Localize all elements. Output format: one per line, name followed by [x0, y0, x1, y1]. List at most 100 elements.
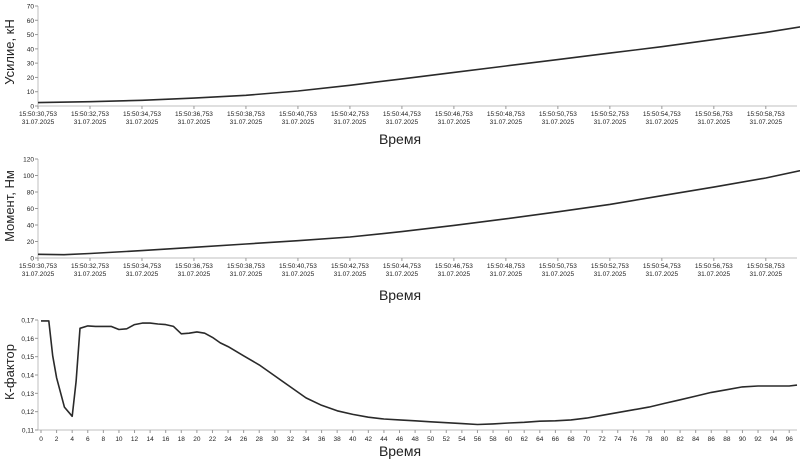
- torque-x-tick-time: 15:50:30,753: [19, 263, 57, 270]
- force-y-tick-label: 20: [27, 75, 35, 82]
- torque-x-tick-time: 15:50:34,753: [123, 263, 161, 270]
- force-y-tick-label: 50: [27, 32, 35, 39]
- torque-x-tick-date: 31.07.2025: [126, 271, 159, 278]
- k-factor-x-tick-label: 0: [39, 436, 43, 443]
- k-factor-y-axis-label: К-фактор: [2, 344, 17, 400]
- force-x-tick-date: 31.07.2025: [74, 119, 107, 126]
- force-x-tick-date: 31.07.2025: [698, 119, 731, 126]
- torque-x-tick-time: 15:50:52,753: [591, 263, 629, 270]
- torque-series-line: [37, 169, 800, 256]
- k-factor-x-tick-label: 74: [614, 436, 622, 443]
- k-factor-x-tick-label: 68: [567, 436, 575, 443]
- k-factor-x-tick-label: 48: [411, 436, 419, 443]
- force-y-axis-label: Усилие, кН: [2, 19, 17, 85]
- k-factor-y-tick-label: 0,12: [21, 409, 34, 416]
- torque-x-tick-time: 15:50:54,753: [643, 263, 681, 270]
- torque-x-axis-label: Время: [379, 287, 421, 303]
- torque-x-tick-time: 15:50:32,753: [71, 263, 109, 270]
- torque-x-tick-date: 31.07.2025: [698, 271, 731, 278]
- torque-y-tick-label: 80: [27, 190, 35, 197]
- force-x-tick-time: 15:50:36,753: [175, 111, 213, 118]
- k-factor-x-tick-label: 82: [676, 436, 684, 443]
- k-factor-x-tick-label: 90: [739, 436, 747, 443]
- torque-x-tick-date: 31.07.2025: [74, 271, 107, 278]
- k-factor-chart: К-фактор Время 0,11 0,12 0,13 0,14 0,15 0,16 0…: [2, 318, 798, 459]
- torque-y-tick-label: 60: [27, 206, 35, 213]
- torque-x-tick-date: 31.07.2025: [334, 271, 367, 278]
- force-x-tick-time: 15:50:52,753: [591, 111, 629, 118]
- torque-y-tick-label: 0: [30, 256, 34, 263]
- k-factor-x-tick-label: 42: [365, 436, 373, 443]
- torque-x-tick-date: 31.07.2025: [282, 271, 315, 278]
- force-x-tick-time: 15:50:46,753: [435, 111, 473, 118]
- torque-y-tick-label: 40: [27, 223, 35, 230]
- force-series-line: [37, 26, 800, 104]
- k-factor-x-tick-label: 20: [193, 436, 201, 443]
- torque-x-tick-time: 15:50:48,753: [487, 263, 525, 270]
- torque-x-tick-time: 15:50:56,753: [695, 263, 733, 270]
- force-x-tick-date: 31.07.2025: [22, 119, 55, 126]
- k-factor-x-tick-label: 34: [302, 436, 310, 443]
- k-factor-y-tick-label: 0,15: [21, 354, 34, 361]
- k-factor-x-tick-label: 70: [583, 436, 591, 443]
- force-x-tick-date: 31.07.2025: [490, 119, 523, 126]
- force-x-tick-date: 31.07.2025: [594, 119, 627, 126]
- force-y-tick-label: 60: [27, 18, 35, 25]
- k-factor-x-tick-label: 36: [318, 436, 326, 443]
- force-y-tick-label: 30: [27, 61, 35, 68]
- force-x-tick-time: 15:50:48,753: [487, 111, 525, 118]
- torque-x-tick-date: 31.07.2025: [230, 271, 263, 278]
- torque-x-tick-time: 15:50:50,753: [539, 263, 577, 270]
- torque-x-tick-date: 31.07.2025: [22, 271, 55, 278]
- torque-x-tick-date: 31.07.2025: [646, 271, 679, 278]
- torque-y-tick-label: 120: [23, 157, 34, 164]
- k-factor-x-tick-label: 72: [599, 436, 607, 443]
- force-x-tick-time: 15:50:34,753: [123, 111, 161, 118]
- force-x-tick-time: 15:50:58,753: [747, 111, 785, 118]
- torque-x-tick-time: 15:50:42,753: [331, 263, 369, 270]
- k-factor-x-tick-label: 84: [692, 436, 700, 443]
- k-factor-x-tick-label: 6: [86, 436, 90, 443]
- k-factor-x-tick-label: 96: [786, 436, 794, 443]
- torque-x-tick-date: 31.07.2025: [386, 271, 419, 278]
- torque-x-tick-time: 15:50:36,753: [175, 263, 213, 270]
- force-x-tick-date: 31.07.2025: [126, 119, 159, 126]
- k-factor-x-tick-label: 52: [443, 436, 451, 443]
- k-factor-x-tick-label: 10: [115, 436, 123, 443]
- force-x-axis-label: Время: [379, 131, 421, 147]
- k-factor-x-tick-label: 24: [224, 436, 232, 443]
- torque-x-tick-time: 15:50:46,753: [435, 263, 473, 270]
- k-factor-x-tick-label: 32: [287, 436, 295, 443]
- torque-x-tick-time: 15:50:58,753: [747, 263, 785, 270]
- torque-x-tick-time: 15:50:44,753: [383, 263, 421, 270]
- k-factor-x-tick-label: 58: [489, 436, 497, 443]
- k-factor-x-tick-label: 56: [474, 436, 482, 443]
- k-factor-x-tick-label: 78: [645, 436, 653, 443]
- torque-x-tick-date: 31.07.2025: [542, 271, 575, 278]
- k-factor-x-tick-label: 2: [55, 436, 59, 443]
- k-factor-x-tick-label: 60: [505, 436, 513, 443]
- k-factor-x-tick-label: 92: [754, 436, 762, 443]
- k-factor-x-tick-label: 94: [770, 436, 778, 443]
- k-factor-x-tick-label: 62: [521, 436, 529, 443]
- torque-x-tick-time: 15:50:38,753: [227, 263, 265, 270]
- k-factor-x-tick-label: 44: [380, 436, 388, 443]
- torque-x-tick-time: 15:50:40,753: [279, 263, 317, 270]
- k-factor-x-tick-label: 54: [458, 436, 466, 443]
- torque-y-tick-label: 20: [27, 239, 35, 246]
- k-factor-x-tick-label: 8: [102, 436, 106, 443]
- k-factor-x-tick-label: 26: [240, 436, 248, 443]
- k-factor-x-tick-label: 40: [349, 436, 357, 443]
- k-factor-x-tick-label: 88: [723, 436, 731, 443]
- force-x-tick-date: 31.07.2025: [646, 119, 679, 126]
- k-factor-x-tick-label: 28: [256, 436, 264, 443]
- k-factor-x-tick-label: 14: [146, 436, 154, 443]
- k-factor-x-tick-label: 76: [630, 436, 638, 443]
- k-factor-y-tick-label: 0,16: [21, 336, 34, 343]
- force-x-tick-time: 15:50:42,753: [331, 111, 369, 118]
- k-factor-series-line: [41, 320, 798, 426]
- force-x-tick-time: 15:50:30,753: [19, 111, 57, 118]
- torque-x-tick-date: 31.07.2025: [490, 271, 523, 278]
- force-x-tick-date: 31.07.2025: [230, 119, 263, 126]
